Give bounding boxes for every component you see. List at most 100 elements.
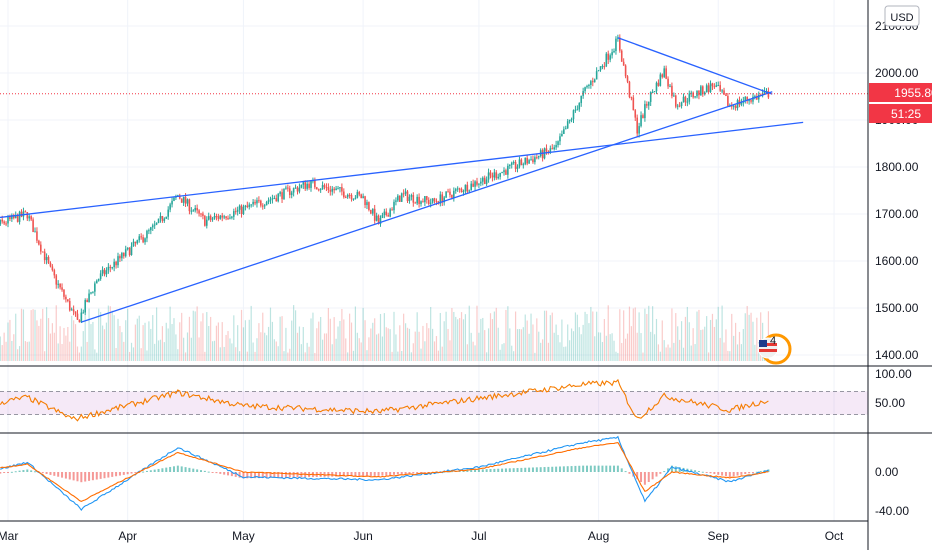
macd-histogram-bar	[620, 468, 623, 472]
macd-histogram-bar	[358, 472, 361, 477]
candle-body	[344, 197, 347, 199]
candle-body	[476, 181, 478, 185]
candle-body	[150, 227, 152, 231]
macd-histogram-bar	[404, 472, 407, 475]
volume-bar	[501, 344, 503, 361]
macd-histogram-bar	[281, 472, 284, 478]
macd-histogram-bar	[296, 472, 299, 478]
candle-body	[217, 216, 220, 219]
candle-body	[545, 148, 548, 152]
volume-bar	[339, 320, 341, 361]
candle-body	[634, 110, 637, 118]
macd-histogram-bar	[118, 472, 121, 476]
candle-body	[11, 215, 13, 219]
events-badge[interactable]: 4	[757, 333, 792, 365]
volume-bar	[7, 322, 9, 361]
macd-histogram-bar	[721, 472, 724, 476]
volume-bar	[167, 328, 169, 361]
volume-bar	[408, 328, 411, 361]
candle-body	[94, 283, 96, 292]
volume-bar	[59, 326, 61, 361]
candle-body	[273, 198, 276, 200]
macd-histogram-bar	[76, 472, 79, 482]
volume-bar	[652, 306, 654, 361]
volume-bar	[420, 348, 422, 361]
macd-histogram-bar	[651, 472, 654, 480]
volume-bar	[22, 309, 25, 361]
volume-bar	[26, 341, 28, 361]
volume-bar	[105, 322, 108, 361]
candle-body	[153, 224, 156, 226]
trendline	[0, 121, 804, 219]
macd-histogram-bar	[508, 468, 511, 472]
candle-body	[406, 191, 409, 201]
macd-histogram-bar	[663, 471, 666, 473]
volume-bar	[200, 321, 202, 361]
volume-bar	[748, 314, 750, 361]
volume-bar	[358, 338, 360, 361]
candle-body	[383, 211, 386, 216]
macd-histogram-bar	[342, 472, 345, 477]
candle-body	[80, 312, 83, 323]
volume-bar	[596, 311, 598, 361]
macd-histogram-bar	[192, 468, 195, 472]
candle-body	[26, 212, 29, 219]
macd-histogram-bar	[477, 469, 480, 472]
volume-bar	[588, 323, 590, 361]
volume-bar	[128, 351, 131, 361]
volume-bar	[370, 328, 372, 361]
macd-histogram-bar	[142, 471, 145, 473]
volume-bar	[287, 352, 289, 361]
volume-bar	[92, 321, 94, 361]
volume-bar	[69, 341, 71, 361]
volume-bar	[590, 306, 592, 361]
macd-histogram-bar	[184, 467, 187, 472]
volume-bar	[225, 334, 227, 361]
volume-bar	[487, 328, 490, 361]
volume-bar	[269, 307, 272, 361]
volume-bar	[219, 347, 221, 361]
candle-body	[84, 300, 86, 313]
macd-histogram-bar	[389, 472, 392, 476]
macd-histogram-bar	[57, 472, 60, 477]
macd-histogram-bar	[227, 472, 230, 476]
volume-bar	[377, 333, 380, 361]
volume-bar	[605, 335, 607, 361]
volume-bar	[742, 329, 744, 361]
time-axis[interactable]: Mar Apr May Jun Jul Aug Sep Oct	[0, 529, 844, 543]
candle-body	[497, 176, 500, 179]
trendline	[81, 91, 773, 323]
time-axis-label: Jun	[353, 529, 372, 543]
candle-body	[30, 216, 32, 220]
volume-bar	[150, 328, 152, 361]
candle-body	[754, 96, 756, 98]
volume-bar	[709, 319, 712, 361]
macd-histogram-bar	[655, 472, 658, 477]
candle-body	[86, 300, 88, 303]
candle-body	[123, 253, 125, 257]
volume-bar	[252, 342, 254, 361]
candle-body	[563, 129, 565, 134]
candle-body	[422, 201, 424, 203]
volume-bar	[545, 310, 548, 361]
trendline	[617, 37, 773, 95]
candle-body	[229, 217, 231, 219]
candle-body	[566, 121, 569, 129]
candle-body	[700, 86, 702, 96]
candle-body	[460, 188, 463, 193]
volume-bar	[242, 327, 245, 361]
candle-body	[271, 198, 274, 200]
volume-bar	[202, 313, 204, 361]
candle-body	[530, 159, 532, 161]
macd-histogram-bar	[207, 471, 210, 473]
candle-body	[426, 196, 428, 200]
volume-bar	[240, 309, 243, 361]
candle-body	[682, 96, 685, 103]
currency-button[interactable]: USD	[884, 5, 920, 27]
macd-histogram-bar	[0, 472, 2, 474]
volume-bar	[628, 306, 631, 361]
candle-body	[128, 247, 131, 255]
volume-bar	[134, 324, 136, 361]
candle-body	[171, 200, 173, 205]
